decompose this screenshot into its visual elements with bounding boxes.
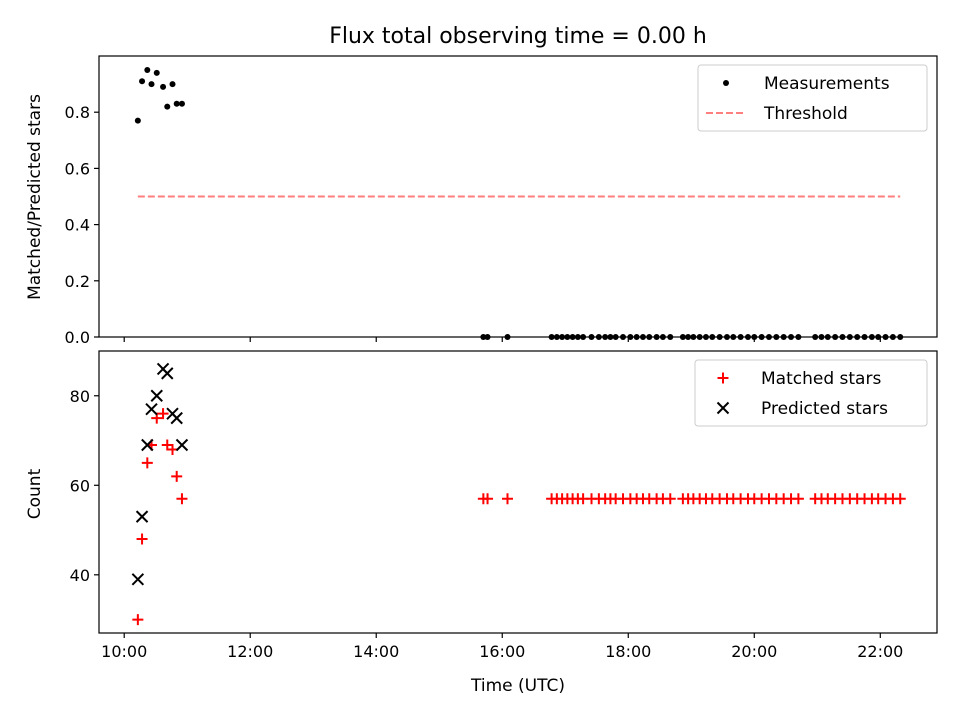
- measurement-point: [144, 67, 151, 74]
- legend: Matched stars Predicted stars: [694, 359, 928, 427]
- y-tick-label: 60: [70, 476, 90, 495]
- legend-label: Threshold: [763, 104, 848, 124]
- matched-point: [141, 457, 153, 469]
- measurement-point: [169, 81, 176, 88]
- measurement-point: [148, 81, 155, 88]
- measurement-point: [153, 69, 160, 76]
- matched-point: [132, 614, 144, 626]
- y-tick-label: 80: [70, 387, 90, 406]
- bottom-panel: 40 60 80 10:00 12:00 14:00 16:00 18:00 20:00 22:0…: [70, 350, 938, 661]
- matched-point: [792, 493, 804, 505]
- legend-marker: [716, 401, 730, 415]
- x-tick-label: 22:00: [857, 642, 903, 661]
- legend-box: [697, 64, 928, 132]
- bottom-y-axis-label: Count: [25, 468, 45, 519]
- measurement-point: [139, 78, 146, 85]
- measurement-point: [178, 100, 185, 107]
- x-tick-label: 16:00: [479, 642, 525, 661]
- top-panel: 0.0 0.2 0.4 0.6 0.8 Measurements Threshold: [65, 55, 938, 347]
- legend-label: Matched stars: [761, 369, 881, 389]
- y-tick-label: 0.6: [65, 159, 90, 178]
- y-tick-label: 0.2: [65, 272, 90, 291]
- legend-marker: [723, 80, 729, 86]
- predicted-point: [150, 389, 163, 402]
- series-predicted-stars: [131, 362, 189, 586]
- measurement-point: [134, 117, 141, 124]
- x-axis-label: Time (UTC): [470, 676, 565, 696]
- matched-point: [176, 493, 188, 505]
- predicted-point: [170, 411, 183, 425]
- series-matched-stars: [132, 408, 906, 626]
- matched-point: [501, 493, 513, 505]
- legend-label: Measurements: [764, 74, 890, 94]
- chart-title: Flux total observing time = 0.00 h: [329, 24, 707, 49]
- y-tick-label: 0.4: [65, 216, 90, 235]
- y-tick-label: 40: [70, 566, 90, 585]
- measurement-point: [173, 100, 180, 107]
- matched-point: [171, 470, 183, 482]
- legend: Measurements Threshold: [697, 64, 928, 132]
- top-y-axis-label: Matched/Predicted stars: [25, 94, 45, 300]
- matched-point: [894, 493, 906, 505]
- measurement-point: [160, 83, 167, 90]
- x-tick-label: 14:00: [353, 642, 399, 661]
- matched-point: [157, 408, 169, 420]
- matched-point: [482, 493, 494, 505]
- predicted-point: [175, 438, 189, 452]
- predicted-point: [161, 367, 174, 380]
- x-tick-label: 18:00: [605, 642, 651, 661]
- predicted-point: [145, 402, 158, 416]
- x-tick-label: 12:00: [227, 642, 273, 661]
- predicted-point: [131, 573, 145, 586]
- predicted-point: [135, 510, 149, 523]
- y-tick-label: 0.8: [65, 103, 90, 122]
- matched-point: [664, 493, 676, 505]
- predicted-point: [141, 438, 154, 452]
- legend-box: [694, 359, 928, 427]
- matched-point: [136, 533, 148, 545]
- plot-frame: [98, 350, 938, 634]
- x-tick-label: 10:00: [101, 642, 147, 661]
- legend-marker: [717, 372, 729, 384]
- plot-frame: [98, 55, 938, 338]
- legend-label: Predicted stars: [761, 399, 888, 419]
- measurement-point: [164, 103, 171, 110]
- y-tick-label: 0.0: [65, 328, 90, 347]
- x-tick-label: 20:00: [731, 642, 777, 661]
